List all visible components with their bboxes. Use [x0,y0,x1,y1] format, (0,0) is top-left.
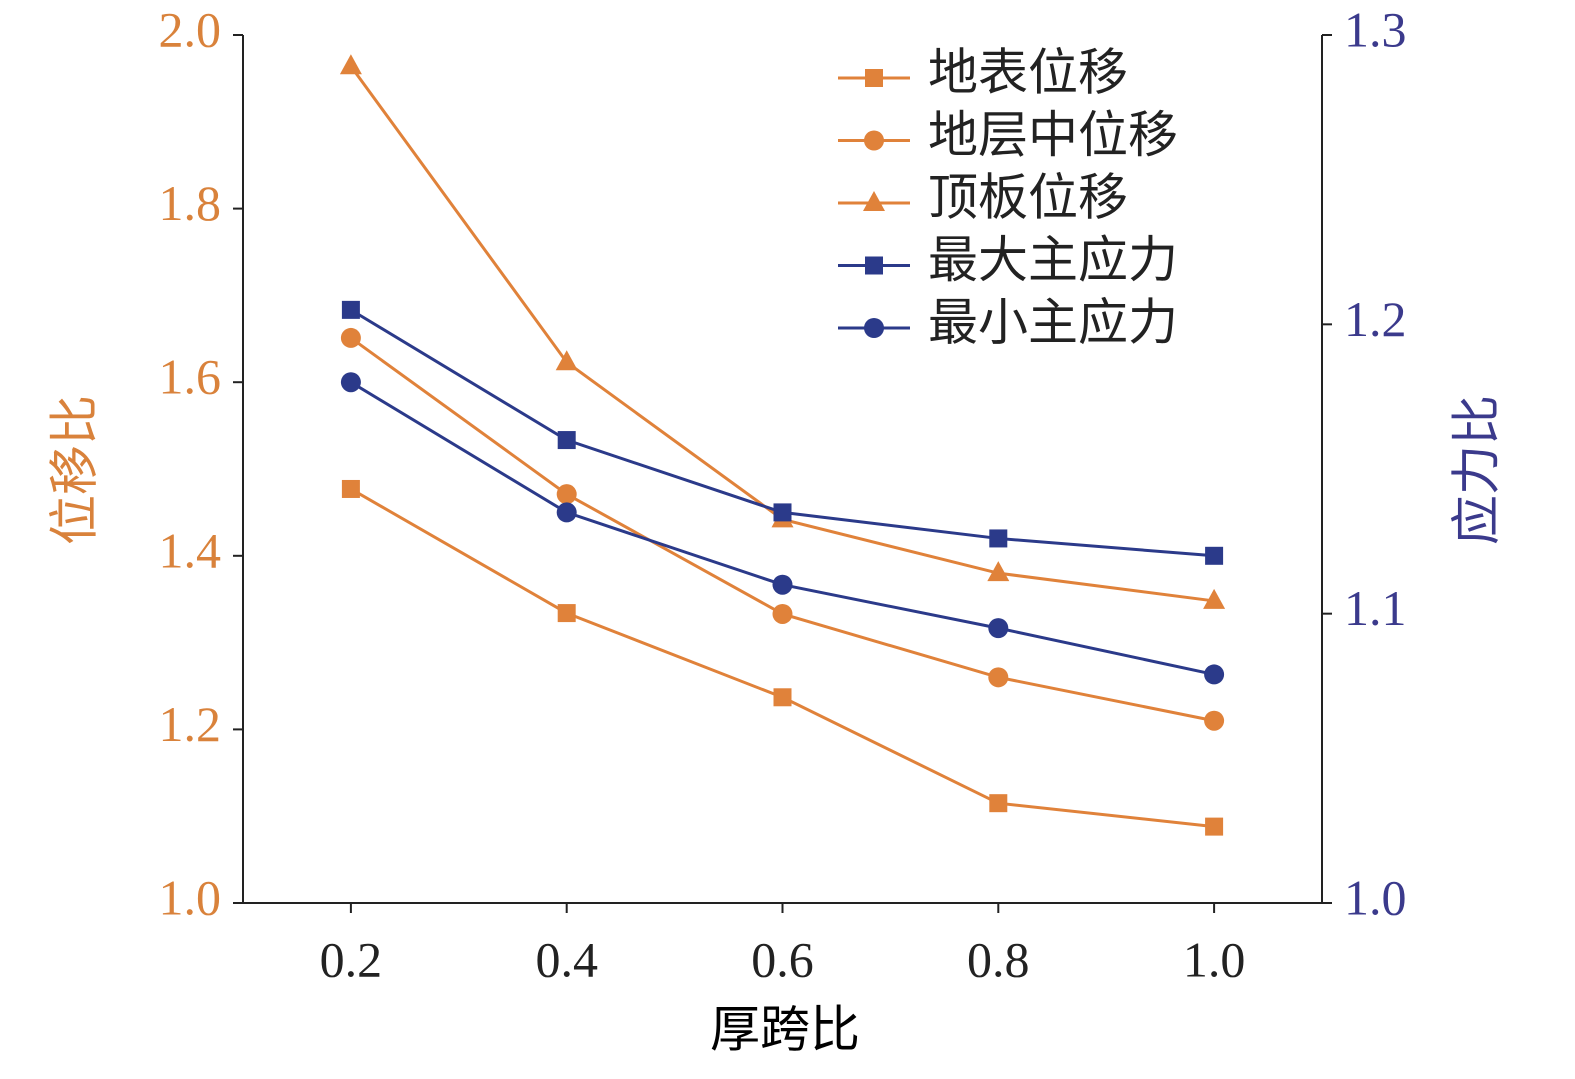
legend-marker [865,256,883,275]
legend-label: 最小主应力 [928,294,1178,350]
data-point [988,618,1009,639]
legend-label: 地层中位移 [928,107,1178,163]
y2-tick-label: 1.0 [1344,869,1407,925]
y-tick-label: 1.6 [159,349,222,405]
data-point [773,503,792,522]
data-point [989,794,1008,813]
data-point [772,603,793,624]
legend-label: 最大主应力 [928,232,1178,288]
y2-tick-label: 1.2 [1344,291,1407,347]
series-line [350,336,1215,723]
legend-marker [865,69,883,87]
data-point [1203,588,1226,609]
data-point [555,350,578,371]
legend-label: 地表位移 [928,44,1128,100]
y-tick-label: 1.0 [159,869,222,925]
data-point [1205,817,1224,836]
x-tick-label: 0.8 [967,931,1030,987]
data-point [1205,546,1224,565]
data-point [340,327,361,348]
x-tick-label: 0.6 [751,931,814,987]
y-tick-label: 1.4 [159,522,222,578]
legend-marker [863,191,885,211]
data-point [557,604,576,623]
y-tick-label: 2.0 [159,1,222,57]
legend-label: 顶板位移 [928,169,1128,225]
y2-axis-title: 应力比 [1448,395,1504,545]
legend-marker [864,130,884,151]
legend-marker [864,318,884,338]
data-point [340,372,361,393]
y-tick-label: 1.8 [159,175,222,231]
y-axis-title: 位移比 [46,395,102,545]
data-point [341,300,360,319]
x-tick-label: 0.2 [320,931,383,987]
data-point [1204,664,1225,685]
y-tick-label: 1.2 [159,696,222,752]
data-point [772,574,793,595]
data-point [556,484,577,505]
data-point [988,667,1009,688]
data-point [989,529,1008,548]
data-point [1204,710,1225,731]
data-point [341,479,360,498]
x-tick-label: 1.0 [1183,931,1246,987]
data-point [339,54,362,75]
data-point [773,688,792,707]
x-tick-label: 0.4 [535,931,598,987]
data-point [557,431,576,450]
x-axis-title: 厚跨比 [710,1001,860,1057]
y2-tick-label: 1.1 [1344,580,1407,636]
y2-tick-label: 1.3 [1344,1,1407,57]
data-point [556,502,577,523]
series-line [350,380,1215,676]
series-line [350,487,1215,829]
data-point [987,561,1010,582]
